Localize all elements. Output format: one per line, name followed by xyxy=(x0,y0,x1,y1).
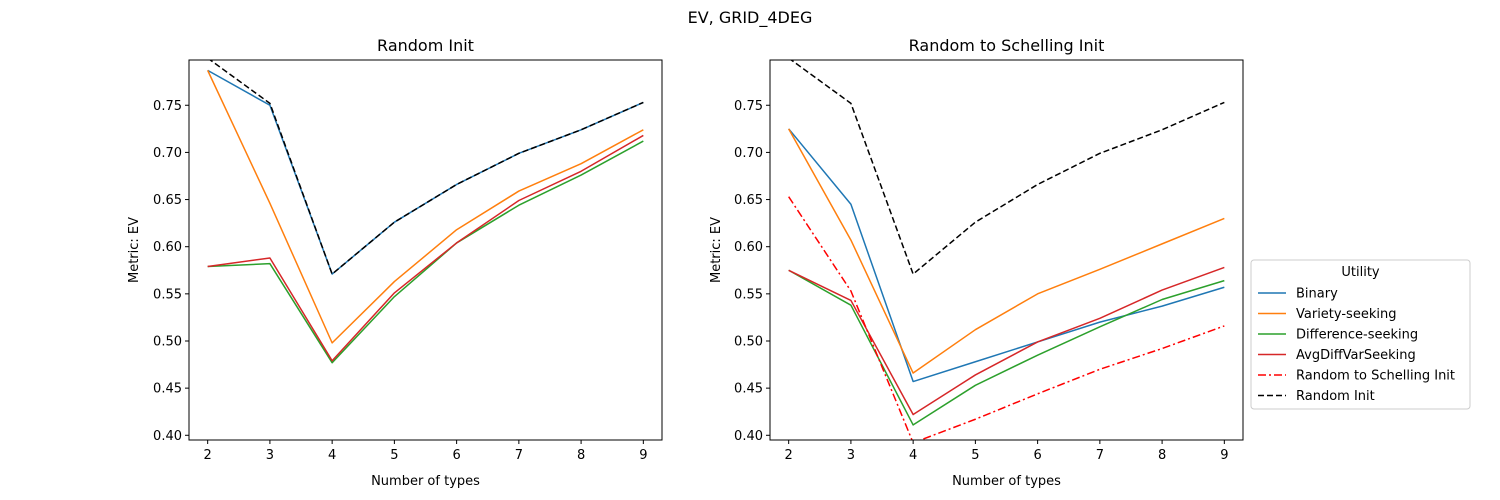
y-tick-label: 0.50 xyxy=(734,334,763,349)
x-axis: 2 3 4 5 6 7 8 9 xyxy=(785,440,1228,463)
legend-label: Variety-seeking xyxy=(1296,307,1396,322)
x-axis-label: Number of types xyxy=(371,474,480,489)
series-line-random-init xyxy=(789,60,1225,275)
series-line-random-to-schelling-init xyxy=(788,196,1225,440)
legend-label: AvgDiffVarSeeking xyxy=(1296,348,1416,363)
y-tick-label: 0.55 xyxy=(734,287,763,302)
x-tick-label: 6 xyxy=(452,448,460,463)
x-tick-label: 3 xyxy=(847,448,855,463)
series-line-difference-seeking xyxy=(788,269,1225,426)
y-tick-label: 0.45 xyxy=(734,382,763,397)
series-group xyxy=(206,60,644,364)
y-tick-label: 0.60 xyxy=(153,240,182,255)
series-line-random-init xyxy=(208,60,644,275)
legend-frame xyxy=(1250,259,1471,410)
series-line-variety-seeking xyxy=(788,128,1225,374)
legend-label: Random to Schelling Init xyxy=(1296,369,1455,384)
y-tick-label: 0.55 xyxy=(153,287,182,302)
x-tick-label: 8 xyxy=(1158,448,1166,463)
y-axis: 0.40 0.45 0.50 0.55 0.60 0.65 0.70 0.75 xyxy=(153,99,189,444)
x-tick-label: 5 xyxy=(390,448,398,463)
series-line-binary xyxy=(788,128,1225,383)
legend: Utility Binary Variety-seeking Difference-… xyxy=(1250,259,1471,410)
y-tick-label: 0.60 xyxy=(734,240,763,255)
y-tick-label: 0.65 xyxy=(153,193,182,208)
chart-title: Random Init xyxy=(377,36,474,55)
x-tick-label: 2 xyxy=(204,448,212,463)
x-axis: 2 3 4 5 6 7 8 9 xyxy=(204,440,647,463)
x-tick-label: 3 xyxy=(266,448,274,463)
x-tick-label: 6 xyxy=(1033,448,1041,463)
y-tick-label: 0.45 xyxy=(153,382,182,397)
y-axis-label: Metric: EV xyxy=(127,217,142,283)
x-tick-label: 9 xyxy=(1220,448,1228,463)
x-tick-label: 9 xyxy=(639,448,647,463)
x-tick-label: 8 xyxy=(577,448,585,463)
legend-label: Binary xyxy=(1296,287,1338,302)
x-tick-label: 7 xyxy=(515,448,523,463)
y-tick-label: 0.75 xyxy=(734,99,763,114)
legend-label: Difference-seeking xyxy=(1296,328,1418,343)
series-line-variety-seeking xyxy=(206,70,644,344)
x-tick-label: 4 xyxy=(328,448,336,463)
x-tick-label: 7 xyxy=(1096,448,1104,463)
y-tick-label: 0.50 xyxy=(153,334,182,349)
legend-title: Utility xyxy=(1341,265,1380,280)
x-tick-label: 5 xyxy=(971,448,979,463)
y-axis-label: Metric: EV xyxy=(709,217,724,283)
series-group xyxy=(788,60,1225,440)
y-tick-label: 0.40 xyxy=(153,429,182,444)
y-tick-label: 0.40 xyxy=(734,429,763,444)
series-line-avgdiffvarseeking xyxy=(788,266,1225,416)
y-tick-label: 0.65 xyxy=(734,193,763,208)
figure-suptitle: EV, GRID_4DEG xyxy=(688,8,813,28)
x-tick-label: 4 xyxy=(909,448,917,463)
x-tick-label: 2 xyxy=(785,448,793,463)
series-line-difference-seeking xyxy=(207,140,644,364)
y-tick-label: 0.70 xyxy=(153,146,182,161)
legend-label: Random Init xyxy=(1296,389,1375,404)
chart-random-init: Random Init 2 3 4 5 6 7 8 9 0.40 0.45 0.50 0.55 0.6… xyxy=(127,36,663,489)
y-tick-label: 0.70 xyxy=(734,146,763,161)
plot-frame xyxy=(188,59,663,441)
y-axis: 0.40 0.45 0.50 0.55 0.60 0.65 0.70 0.75 xyxy=(734,99,770,444)
series-line-avgdiffvarseeking xyxy=(207,134,644,362)
x-axis-label: Number of types xyxy=(952,474,1061,489)
chart-title: Random to Schelling Init xyxy=(909,36,1105,55)
plot-frame xyxy=(769,59,1244,441)
y-tick-label: 0.75 xyxy=(153,99,182,114)
